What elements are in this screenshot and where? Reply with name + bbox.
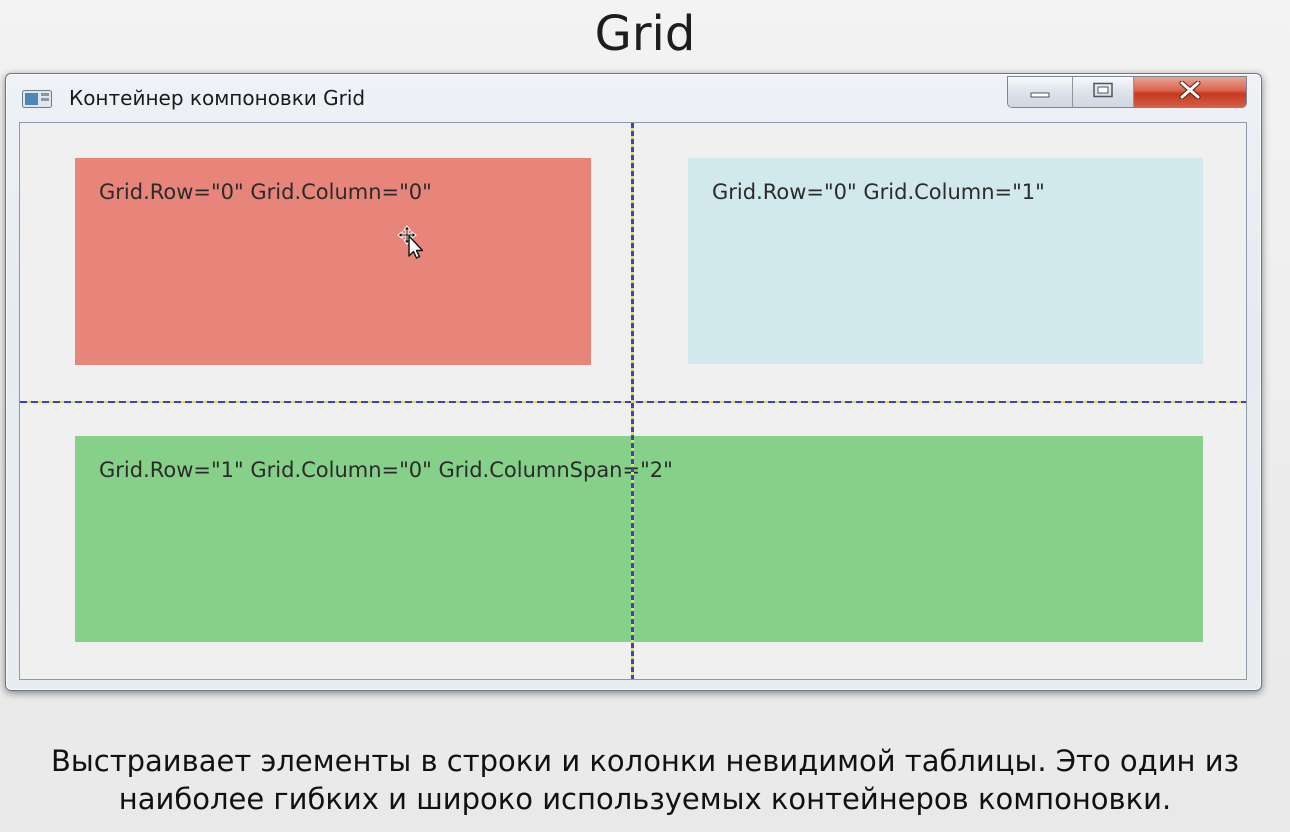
grid-cell-row0-col0[interactable]: Grid.Row="0" Grid.Column="0" xyxy=(75,158,591,365)
grid-column-divider xyxy=(631,123,634,679)
maximize-button[interactable] xyxy=(1073,77,1134,107)
window-app-icon[interactable] xyxy=(22,90,52,108)
grid-container: Grid.Row="0" Grid.Column="0" Grid.Row="0… xyxy=(19,122,1247,680)
close-button[interactable] xyxy=(1134,77,1246,107)
close-icon xyxy=(1177,80,1203,103)
slide-caption: Выстраивает элементы в строки и колонки … xyxy=(0,742,1290,818)
grid-cell-label: Grid.Row="0" Grid.Column="0" xyxy=(99,180,432,204)
slide-title: Grid xyxy=(594,6,696,62)
grid-cell-label: Grid.Row="0" Grid.Column="1" xyxy=(712,180,1045,204)
minimize-button[interactable] xyxy=(1008,77,1073,107)
grid-cell-row1-colspan2[interactable]: Grid.Row="1" Grid.Column="0" Grid.Column… xyxy=(75,436,1203,642)
maximize-icon xyxy=(1092,82,1114,102)
grid-cell-row0-col1[interactable]: Grid.Row="0" Grid.Column="1" xyxy=(688,158,1203,364)
caption-line-2: наиболее гибких и широко используемых ко… xyxy=(118,782,1172,816)
minimize-icon xyxy=(1029,83,1051,102)
move-cursor-icon xyxy=(397,225,429,259)
app-window: Контейнер компоновки Grid xyxy=(5,73,1262,691)
window-title: Контейнер компоновки Grid xyxy=(69,86,366,110)
window-controls xyxy=(1007,76,1247,108)
caption-line-1: Выстраивает элементы в строки и колонки … xyxy=(51,744,1239,778)
grid-cell-label: Grid.Row="1" Grid.Column="0" Grid.Column… xyxy=(99,458,673,482)
